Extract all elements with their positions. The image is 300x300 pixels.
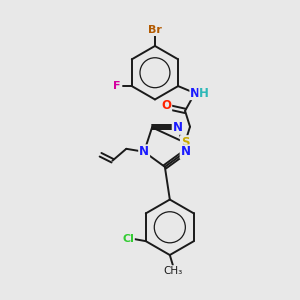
Text: CH₃: CH₃ xyxy=(163,266,182,276)
Text: Cl: Cl xyxy=(122,234,134,244)
Text: F: F xyxy=(113,81,121,91)
Text: N: N xyxy=(173,121,183,134)
Text: N: N xyxy=(139,145,149,158)
Text: O: O xyxy=(161,99,171,112)
Text: H: H xyxy=(199,86,209,100)
Text: N: N xyxy=(181,145,190,158)
Text: Br: Br xyxy=(148,25,162,35)
Text: S: S xyxy=(181,136,189,149)
Text: N: N xyxy=(190,86,200,100)
